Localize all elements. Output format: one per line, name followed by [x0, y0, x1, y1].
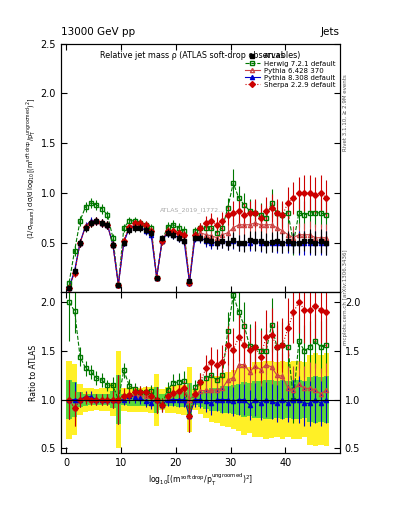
Legend: ATLAS, Herwig 7.2.1 default, Pythia 6.428 370, Pythia 8.308 default, Sherpa 2.2.: ATLAS, Herwig 7.2.1 default, Pythia 6.42…	[243, 52, 336, 89]
Text: 13000 GeV pp: 13000 GeV pp	[61, 27, 135, 37]
Text: Jets: Jets	[321, 27, 340, 37]
Text: Rivet 3.1.10, ≥ 2.9M events: Rivet 3.1.10, ≥ 2.9M events	[343, 74, 348, 151]
Y-axis label: Ratio to ATLAS: Ratio to ATLAS	[29, 345, 38, 401]
X-axis label: log$_{10}$[(m$^{\mathrm{soft\,drop}}$/p$_{\mathrm{T}}^{\mathrm{ungroomed}}$)$^2$: log$_{10}$[(m$^{\mathrm{soft\,drop}}$/p$…	[148, 472, 253, 488]
Text: mcplots.cern.ch [arXiv:1306.3436]: mcplots.cern.ch [arXiv:1306.3436]	[343, 249, 348, 345]
Text: Relative jet mass ρ (ATLAS soft-drop observables): Relative jet mass ρ (ATLAS soft-drop obs…	[100, 51, 301, 60]
Text: ATLAS_2019_I1772...: ATLAS_2019_I1772...	[160, 207, 225, 213]
Y-axis label: (1/σ$_{\mathrm{resum}}$) dσ/d log$_{10}$[(m$^{\mathrm{soft\,drop}}$/p$_{\mathrm{: (1/σ$_{\mathrm{resum}}$) dσ/d log$_{10}$…	[24, 97, 38, 239]
